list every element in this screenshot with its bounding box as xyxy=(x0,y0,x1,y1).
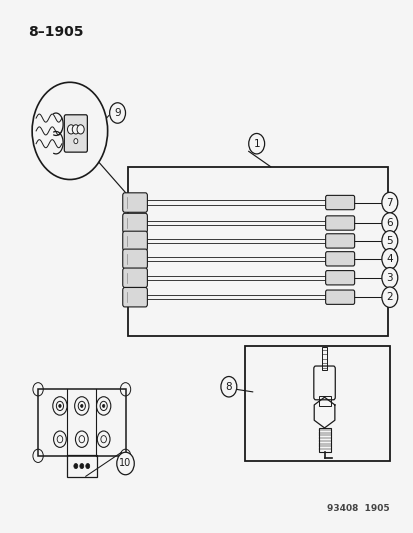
FancyBboxPatch shape xyxy=(122,231,147,251)
Text: 8: 8 xyxy=(225,382,232,392)
Circle shape xyxy=(381,287,397,308)
Circle shape xyxy=(72,125,79,134)
Circle shape xyxy=(80,464,83,469)
Circle shape xyxy=(59,405,61,407)
Text: 7: 7 xyxy=(386,198,392,207)
Circle shape xyxy=(74,464,78,469)
Circle shape xyxy=(32,82,107,180)
FancyBboxPatch shape xyxy=(325,271,354,285)
Bar xyxy=(38,389,125,456)
FancyBboxPatch shape xyxy=(325,234,354,248)
Text: 8–1905: 8–1905 xyxy=(28,25,83,39)
Circle shape xyxy=(381,248,397,269)
Text: 3: 3 xyxy=(386,273,392,283)
Circle shape xyxy=(248,133,264,154)
Circle shape xyxy=(381,268,397,288)
Text: 93408  1905: 93408 1905 xyxy=(326,504,389,513)
Circle shape xyxy=(81,405,83,407)
FancyBboxPatch shape xyxy=(325,196,354,209)
Text: 4: 4 xyxy=(386,254,392,264)
Circle shape xyxy=(67,125,74,134)
FancyBboxPatch shape xyxy=(325,216,354,230)
FancyBboxPatch shape xyxy=(122,287,147,307)
Text: 6: 6 xyxy=(386,218,392,228)
Bar xyxy=(244,346,389,461)
Bar xyxy=(318,428,330,452)
Circle shape xyxy=(74,139,78,144)
FancyBboxPatch shape xyxy=(325,290,354,304)
FancyBboxPatch shape xyxy=(122,213,147,233)
Circle shape xyxy=(381,231,397,251)
FancyBboxPatch shape xyxy=(64,115,87,152)
FancyBboxPatch shape xyxy=(122,268,147,287)
Circle shape xyxy=(381,192,397,213)
Circle shape xyxy=(85,464,90,469)
Circle shape xyxy=(109,103,125,123)
Text: 2: 2 xyxy=(386,292,392,302)
FancyBboxPatch shape xyxy=(122,249,147,269)
FancyBboxPatch shape xyxy=(325,252,354,266)
Circle shape xyxy=(77,125,84,134)
Circle shape xyxy=(381,213,397,233)
FancyBboxPatch shape xyxy=(122,193,147,212)
Text: 10: 10 xyxy=(119,458,131,469)
Circle shape xyxy=(102,405,104,407)
Text: 1: 1 xyxy=(253,139,259,149)
Text: 9: 9 xyxy=(114,108,121,118)
Text: 5: 5 xyxy=(386,236,392,246)
Bar xyxy=(127,167,387,336)
Circle shape xyxy=(221,376,236,397)
Bar xyxy=(318,395,330,406)
Bar xyxy=(321,347,327,370)
Circle shape xyxy=(116,452,134,475)
